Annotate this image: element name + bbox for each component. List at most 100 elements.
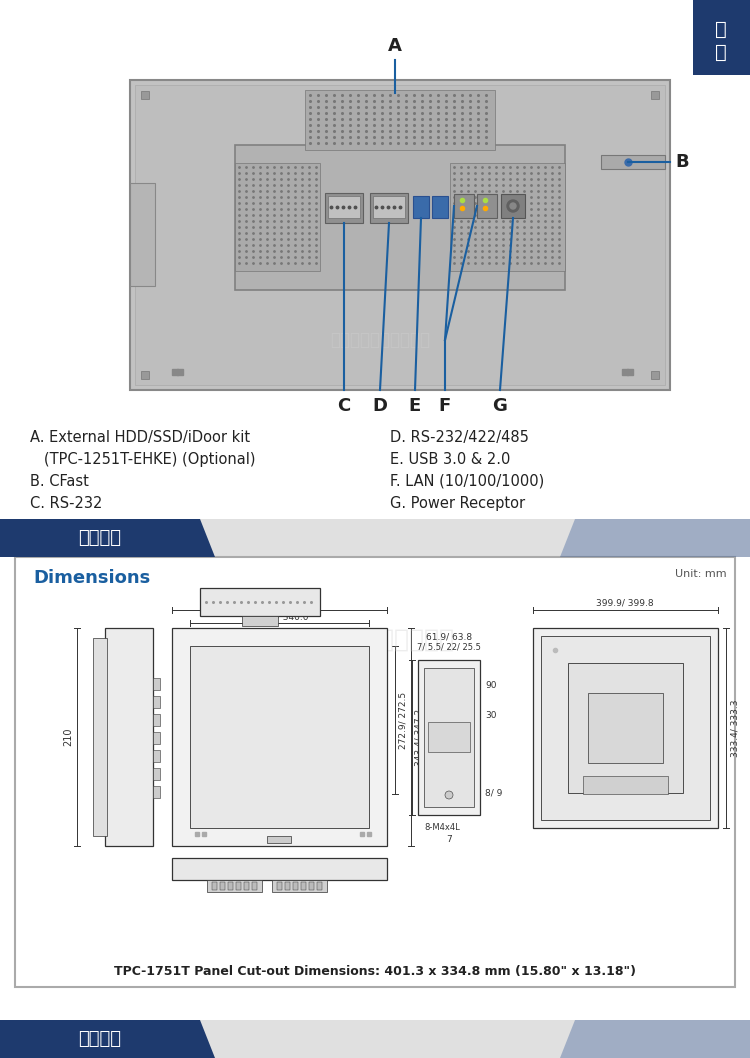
Bar [428, 722, 470, 752]
Bar [301, 882, 306, 890]
Text: (TPC-1251T-EHKE) (Optional): (TPC-1251T-EHKE) (Optional) [30, 452, 256, 467]
Bar [373, 196, 405, 218]
Bar [172, 858, 387, 880]
Text: F. LAN (10/100/1000): F. LAN (10/100/1000) [390, 474, 544, 489]
Text: B: B [675, 153, 688, 171]
Text: 210: 210 [63, 728, 73, 746]
Bar [236, 882, 241, 890]
Bar [285, 882, 290, 890]
Bar [153, 678, 160, 690]
Bar [325, 193, 363, 223]
Text: G: G [493, 397, 508, 415]
Text: 410.4/ 413.7: 410.4/ 413.7 [251, 599, 308, 608]
Text: Dimensions: Dimensions [33, 569, 150, 587]
Polygon shape [0, 519, 215, 557]
Text: E. USB 3.0 & 2.0: E. USB 3.0 & 2.0 [390, 452, 510, 467]
Text: 产品参数: 产品参数 [79, 529, 122, 547]
Bar [601, 156, 665, 169]
Bar [153, 714, 160, 726]
Bar [172, 628, 387, 846]
Bar [501, 194, 525, 218]
Bar [454, 194, 474, 218]
Text: 背: 背 [716, 20, 727, 39]
Bar [413, 196, 429, 218]
Bar [309, 882, 314, 890]
Text: 333.4/ 333.3: 333.4/ 333.3 [730, 699, 739, 756]
Bar [450, 163, 565, 271]
Text: A: A [388, 37, 402, 55]
Bar [370, 193, 408, 223]
Text: G. Power Receptor: G. Power Receptor [390, 496, 525, 511]
Bar [432, 196, 448, 218]
Text: 130/ 120: 130/ 120 [214, 832, 254, 841]
Bar [153, 750, 160, 762]
Text: 339.9/ 340.0: 339.9/ 340.0 [251, 612, 308, 621]
Bar [130, 80, 670, 390]
Bar [252, 882, 257, 890]
Bar [267, 836, 291, 843]
Bar [0, 519, 750, 557]
Bar [153, 768, 160, 780]
Bar [135, 85, 665, 385]
Text: D: D [373, 397, 388, 415]
Bar [533, 628, 718, 828]
Bar [583, 776, 668, 794]
Bar [328, 196, 360, 218]
Bar [293, 882, 298, 890]
Text: B. CFast: B. CFast [30, 474, 88, 489]
Text: 7: 7 [446, 835, 452, 844]
Text: TPC-1751T Panel Cut-out Dimensions: 401.3 x 334.8 mm (15.80" x 13.18"): TPC-1751T Panel Cut-out Dimensions: 401.… [114, 966, 636, 979]
Bar [190, 646, 369, 828]
Polygon shape [560, 519, 750, 557]
Bar [0, 1020, 750, 1058]
Text: 7/ 5.5/ 22/ 25.5: 7/ 5.5/ 22/ 25.5 [417, 643, 481, 652]
Text: 61.9/ 63.8: 61.9/ 63.8 [426, 633, 472, 642]
Bar [153, 696, 160, 708]
Bar [541, 636, 710, 820]
Polygon shape [0, 1020, 215, 1058]
Text: 130/ 120: 130/ 120 [279, 832, 320, 841]
Bar [277, 882, 282, 890]
Bar [242, 616, 278, 626]
Bar [317, 882, 322, 890]
Circle shape [507, 200, 519, 212]
Text: 30: 30 [485, 711, 496, 719]
Bar [568, 663, 683, 794]
Text: 产品配置: 产品配置 [79, 1030, 122, 1048]
Polygon shape [560, 1020, 750, 1058]
Text: 深圳硟迃科技有限公司: 深圳硟迃科技有限公司 [305, 628, 455, 652]
Text: C: C [338, 397, 350, 415]
Text: 深圳硟迃科技有限公司: 深圳硟迃科技有限公司 [330, 331, 430, 349]
Bar [212, 882, 217, 890]
Text: 面: 面 [716, 43, 727, 62]
Bar [305, 90, 495, 150]
Bar [200, 588, 320, 616]
Text: 343.4/ 347.2: 343.4/ 347.2 [414, 709, 423, 766]
Bar [153, 732, 160, 744]
Text: Unit: mm: Unit: mm [675, 569, 727, 579]
Bar [588, 693, 663, 763]
Text: 8-M4x4L: 8-M4x4L [424, 823, 460, 832]
Bar [693, 0, 750, 75]
Circle shape [445, 791, 453, 799]
Bar [207, 880, 262, 892]
Text: 272.9/ 272.5: 272.9/ 272.5 [398, 692, 407, 749]
Text: 399.9/ 399.8: 399.9/ 399.8 [596, 599, 654, 608]
Bar [0, 0, 750, 519]
Text: E: E [409, 397, 422, 415]
Text: 90: 90 [485, 680, 496, 690]
Bar [235, 163, 320, 271]
Text: 8/ 9: 8/ 9 [485, 788, 502, 798]
Bar [130, 183, 155, 286]
Text: A. External HDD/SSD/iDoor kit: A. External HDD/SSD/iDoor kit [30, 430, 250, 445]
Bar [272, 880, 327, 892]
Bar [220, 882, 225, 890]
Bar [105, 628, 153, 846]
Circle shape [510, 203, 516, 209]
Bar [93, 638, 107, 836]
Bar [15, 557, 735, 987]
Bar [153, 786, 160, 798]
Text: C. RS-232: C. RS-232 [30, 496, 102, 511]
Bar [244, 882, 249, 890]
Bar [424, 668, 474, 807]
